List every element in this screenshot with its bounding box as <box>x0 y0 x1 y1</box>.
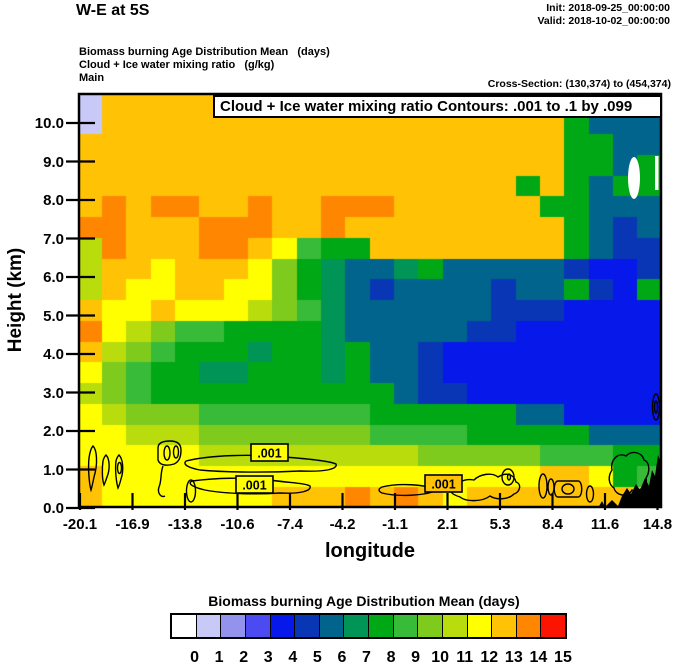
colorbar-cell <box>541 615 565 637</box>
colorbar-tick-label: 3 <box>263 649 273 666</box>
x-tick-label: -7.4 <box>277 516 303 533</box>
colorbar-cell <box>369 615 394 637</box>
y-tick-label: 2.0 <box>43 423 64 440</box>
colorbar-tick-label: 2 <box>239 649 249 666</box>
plot-title: Cloud + Ice water mixing ratio Contours:… <box>213 95 662 118</box>
colorbar-cell <box>245 615 271 637</box>
colorbar-tick-label: 13 <box>504 649 523 666</box>
field-label-contour: Cloud + Ice water mixing ratio (g/kg) <box>79 59 275 71</box>
colorbar-cell <box>418 615 443 637</box>
colorbar-cell <box>393 615 419 637</box>
colorbar-tick-label: 11 <box>456 649 474 666</box>
x-tick-label: 11.6 <box>590 516 620 533</box>
colorbar-cell <box>221 615 246 637</box>
x-tick-label: 2.1 <box>437 516 458 533</box>
x-tick-label: -13.8 <box>167 516 203 533</box>
colorbar-tick-label: 10 <box>431 649 450 666</box>
x-tick-label: 5.3 <box>489 516 511 533</box>
x-tick-label: -4.2 <box>329 516 356 533</box>
y-tick-label: 9.0 <box>43 153 64 171</box>
colorbar-cell <box>516 615 542 637</box>
colorbar <box>170 613 567 639</box>
colorbar-cell <box>344 615 369 637</box>
colorbar-tick-label: 6 <box>337 649 347 666</box>
colorbar-tick-label: 4 <box>288 649 298 666</box>
age-distribution-heatmap <box>78 93 662 508</box>
field-label-fill: Biomass burning Age Distribution Mean (d… <box>79 46 330 58</box>
colorbar-tick-label: 8 <box>386 649 396 666</box>
y-tick-label: 6.0 <box>43 269 64 286</box>
colorbar-cell <box>492 615 517 637</box>
colorbar-cell <box>467 615 493 637</box>
x-tick-label: -16.9 <box>115 516 150 533</box>
colorbar-tick-label: 14 <box>529 649 548 666</box>
init-timestamp: Init: 2018-09-25_00:00:00 <box>546 2 670 14</box>
x-tick-label: 8.4 <box>542 516 563 533</box>
cross-section-coords: Cross-Section: (130,374) to (454,374) <box>487 78 671 90</box>
y-tick-label: 10.0 <box>34 115 64 132</box>
colorbar-cell <box>172 615 197 637</box>
field-label-domain: Main <box>79 72 105 84</box>
colorbar-tick-label: 1 <box>214 649 224 666</box>
y-tick-label: 5.0 <box>43 307 64 325</box>
colorbar-tick-label: 12 <box>480 649 499 666</box>
y-tick-label: 7.0 <box>43 230 64 248</box>
x-tick-label: 14.8 <box>642 516 673 533</box>
colorbar-tick-label: 0 <box>190 649 199 666</box>
y-tick-label: 3.0 <box>43 384 64 402</box>
colorbar-tick-label: 15 <box>554 649 572 666</box>
colorbar-cell <box>319 615 345 637</box>
x-axis-title: longitude <box>325 540 415 562</box>
valid-timestamp: Valid: 2018-10-02_00:00:00 <box>537 15 670 27</box>
x-tick-label: -20.1 <box>62 516 98 533</box>
colorbar-cell <box>442 615 468 637</box>
colorbar-tick-label: 5 <box>312 649 322 666</box>
y-tick-label: 4.0 <box>43 346 64 363</box>
colorbar-tick-label: 9 <box>411 649 421 666</box>
y-tick-label: 1.0 <box>43 461 64 479</box>
colorbar-tick-label: 7 <box>362 649 371 666</box>
page-title: W-E at 5S <box>76 2 150 19</box>
colorbar-title: Biomass burning Age Distribution Mean (d… <box>208 593 520 609</box>
colorbar-cell <box>270 615 296 637</box>
colorbar-cell <box>196 615 222 637</box>
x-tick-label: -1.1 <box>382 516 408 533</box>
x-tick-label: -10.6 <box>220 516 255 533</box>
y-tick-label: 8.0 <box>43 192 64 209</box>
y-tick-label: 0.0 <box>43 500 64 517</box>
colorbar-cell <box>295 615 320 637</box>
